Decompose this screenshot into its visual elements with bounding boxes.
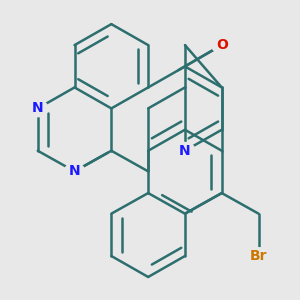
Ellipse shape xyxy=(212,37,232,53)
Text: N: N xyxy=(32,101,44,116)
Text: O: O xyxy=(216,38,228,52)
Text: N: N xyxy=(69,164,80,178)
Ellipse shape xyxy=(64,163,85,180)
Text: N: N xyxy=(179,144,191,158)
Ellipse shape xyxy=(28,100,48,117)
Ellipse shape xyxy=(175,142,195,159)
Text: Br: Br xyxy=(250,249,267,263)
Ellipse shape xyxy=(245,248,272,264)
